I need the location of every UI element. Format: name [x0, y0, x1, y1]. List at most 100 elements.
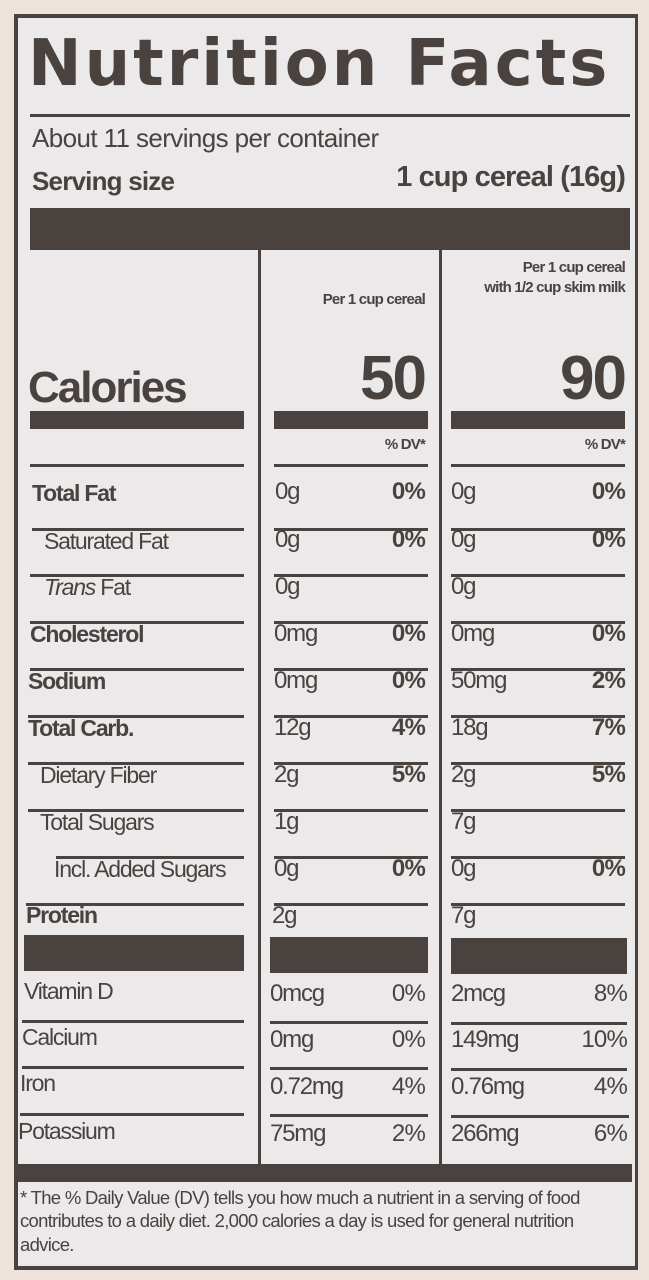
- vitamin-amount-col2: 149mg: [451, 1026, 520, 1053]
- nutrient-amount-col1: 2g: [274, 761, 300, 788]
- protein-thick-bar-col2: [451, 938, 627, 974]
- calories-value-col1: 50: [360, 344, 427, 413]
- footer-thick-bar: [18, 1164, 632, 1182]
- row-rule: [56, 856, 244, 859]
- nutrient-name: Total Carb.: [28, 715, 134, 741]
- serving-size-value: 1 cup cereal (16g): [396, 161, 626, 193]
- nutrient-name: Protein: [26, 902, 98, 928]
- column-1-header: Per 1 cup cereal: [323, 290, 426, 310]
- row-rule: [270, 1067, 428, 1070]
- row-rule: [451, 464, 625, 467]
- nutrient-dv-col1: 5%: [391, 761, 426, 788]
- label-title: Nutrition Facts: [28, 27, 611, 101]
- row-rule: [451, 715, 625, 718]
- row-rule: [22, 1020, 244, 1023]
- nutrient-name: Sodium: [28, 668, 106, 694]
- nutrient-amount-col1: 0g: [275, 573, 301, 600]
- nutrition-facts-label: Nutrition Facts About 11 servings per co…: [14, 14, 638, 1270]
- row-rule: [30, 574, 244, 577]
- vitamin-dv-col1: 0%: [391, 980, 426, 1007]
- title-divider: [30, 114, 630, 117]
- nutrient-amount-col2: 2g: [451, 761, 477, 788]
- nutrient-dv-col2: 0%: [591, 855, 626, 882]
- nutrient-amount-col2: 0g: [451, 478, 477, 505]
- nutrient-dv-col2: 2%: [591, 667, 626, 694]
- row-rule: [30, 464, 244, 467]
- vitamin-name: Potassium: [18, 1118, 116, 1144]
- nutrient-name: Total Sugars: [40, 809, 155, 835]
- nutrient-amount-col1: 0g: [275, 478, 301, 505]
- column-2-header-line1: Per 1 cup cereal: [522, 259, 626, 276]
- row-rule: [28, 809, 244, 812]
- row-rule: [30, 668, 244, 671]
- row-rule: [451, 762, 625, 765]
- row-rule: [270, 1021, 428, 1024]
- vitamin-amount-col2: 0.76mg: [451, 1073, 525, 1100]
- row-rule: [451, 1115, 629, 1118]
- row-rule: [274, 762, 428, 765]
- serving-size-label: Serving size: [32, 166, 175, 196]
- calories-value-col2: 90: [560, 344, 627, 413]
- vitamin-dv-col2: 4%: [593, 1073, 628, 1100]
- nutrient-amount-col1: 1g: [274, 808, 300, 835]
- nutrient-dv-col1: 0%: [391, 478, 426, 505]
- vitamin-dv-col1: 4%: [391, 1073, 426, 1100]
- nutrient-amount-col2: 7g: [451, 902, 477, 929]
- dv-header-col2: % DV*: [584, 436, 626, 453]
- row-rule: [274, 621, 428, 624]
- calories-bar-col2: [451, 411, 625, 429]
- row-rule: [274, 856, 428, 859]
- nutrient-dv-col2: 7%: [591, 714, 626, 741]
- nutrient-name-rest: Fat: [95, 574, 131, 600]
- vitamin-dv-col1: 0%: [391, 1026, 426, 1053]
- row-rule: [274, 715, 428, 718]
- row-rule: [274, 528, 428, 531]
- row-rule: [274, 903, 428, 906]
- row-rule: [274, 668, 428, 671]
- nutrient-amount-col1: 0g: [274, 855, 300, 882]
- row-rule: [451, 1022, 627, 1025]
- vitamin-name: Calcium: [22, 1024, 98, 1050]
- row-rule: [32, 528, 244, 531]
- row-rule: [451, 856, 625, 859]
- vitamin-amount-col2: 266mg: [451, 1120, 520, 1147]
- nutrient-dv-col1: 0%: [391, 667, 426, 694]
- row-rule: [451, 903, 625, 906]
- row-rule: [274, 464, 428, 467]
- calories-bar-col1: [274, 411, 428, 429]
- vitamin-amount-col1: 0mg: [270, 1026, 314, 1053]
- column-2-header: Per 1 cup cereal with 1/2 cup skim milk: [484, 258, 626, 299]
- nutrient-dv-col2: 0%: [591, 526, 626, 553]
- nutrient-amount-col1: 2g: [272, 902, 298, 929]
- nutrient-dv-col1: 0%: [391, 855, 426, 882]
- nutrient-name: Cholesterol: [30, 621, 145, 647]
- column-divider-1: [258, 250, 261, 1165]
- nutrient-dv-col1: 0%: [391, 526, 426, 553]
- vitamin-amount-col1: 75mg: [270, 1120, 326, 1147]
- row-rule: [270, 1114, 428, 1117]
- nutrient-dv-col2: 5%: [591, 761, 626, 788]
- nutrient-amount-col2: 0mg: [451, 620, 495, 647]
- vitamin-name: Iron: [20, 1070, 56, 1096]
- row-rule: [274, 809, 428, 812]
- nutrient-name: Trans Fat: [44, 574, 131, 601]
- row-rule: [451, 668, 625, 671]
- nutrient-name: Incl. Added Sugars: [54, 856, 227, 882]
- nutrient-amount-col2: 18g: [451, 714, 489, 741]
- nutrient-amount-col2: 50mg: [451, 667, 507, 694]
- nutrient-name: Total Fat: [32, 480, 117, 506]
- vitamin-dv-col2: 6%: [593, 1120, 628, 1147]
- protein-thick-bar-label: [24, 935, 244, 971]
- row-rule: [28, 715, 244, 718]
- row-rule: [451, 1068, 627, 1071]
- row-rule: [274, 574, 428, 577]
- calories-label: Calories: [28, 363, 188, 412]
- nutrient-amount-col1: 0g: [275, 526, 301, 553]
- servings-per-container: About 11 servings per container: [32, 123, 379, 153]
- row-rule: [451, 528, 625, 531]
- column-divider-2: [439, 250, 442, 1165]
- nutrient-amount-col2: 7g: [451, 808, 477, 835]
- nutrient-name-italic: Trans: [44, 574, 96, 600]
- vitamin-amount-col2: 2mcg: [451, 980, 506, 1007]
- vitamin-dv-col1: 2%: [391, 1120, 426, 1147]
